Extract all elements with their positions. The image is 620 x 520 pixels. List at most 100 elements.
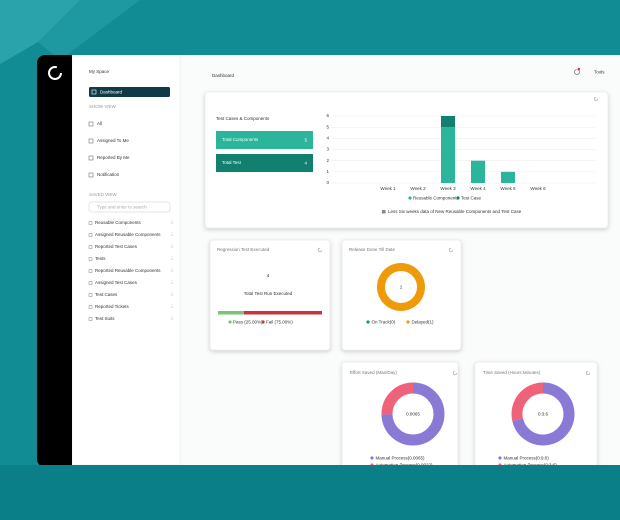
donut-slice bbox=[512, 382, 575, 446]
big-number: 4 bbox=[267, 273, 270, 278]
caption: Total Test Run Executed bbox=[244, 291, 293, 296]
bar bbox=[441, 127, 455, 183]
bottom-band bbox=[0, 465, 620, 520]
legend-label: Automation Process(0:3:6) bbox=[504, 462, 558, 467]
icon bbox=[88, 121, 94, 127]
logo bbox=[48, 66, 62, 80]
icon bbox=[88, 317, 93, 321]
icon bbox=[88, 138, 94, 144]
card-title: Time Saved (Hours:Minutes) bbox=[483, 370, 541, 375]
progress-segment bbox=[244, 311, 322, 315]
donut-slice bbox=[377, 263, 425, 311]
refresh-icon[interactable] bbox=[317, 247, 323, 253]
saved-view[interactable]: Reported Reusable Components bbox=[95, 268, 161, 273]
saved-view[interactable]: Tests bbox=[95, 256, 106, 261]
menu-dots: ⋮ bbox=[170, 316, 175, 321]
view-item[interactable]: Reported By Me bbox=[97, 155, 130, 160]
legend-swatch bbox=[370, 456, 374, 460]
legend-label: Reusable Component bbox=[413, 195, 457, 200]
app: My Space Dashboard SHOW VIEW SAVED VIEW … bbox=[72, 55, 620, 467]
donut-slice bbox=[381, 382, 414, 415]
active-view[interactable] bbox=[89, 87, 170, 97]
view-item[interactable]: Notification bbox=[97, 172, 120, 177]
donut-slice bbox=[381, 382, 445, 446]
legend-label: On Track(0) bbox=[372, 319, 396, 324]
menu-dots: ⋮ bbox=[170, 232, 175, 237]
card bbox=[474, 361, 598, 465]
icon bbox=[88, 233, 93, 237]
y-tick-label: 3 bbox=[326, 147, 329, 152]
bar bbox=[441, 116, 455, 128]
saved-view[interactable]: Reported Tickets bbox=[95, 304, 130, 309]
view-item[interactable]: Assigned To Me bbox=[97, 138, 129, 143]
page-title: Dashboard bbox=[212, 73, 235, 78]
icon bbox=[88, 269, 93, 273]
menu-dots: ⋮ bbox=[170, 304, 175, 309]
legend-label: Automation Process(0.0022) bbox=[376, 462, 434, 467]
x-tick-label: Week 4 bbox=[470, 186, 486, 191]
icon bbox=[88, 221, 93, 225]
donut-center: 1 bbox=[400, 285, 403, 290]
refresh-icon[interactable] bbox=[585, 370, 591, 376]
menu-dots: ⋮ bbox=[170, 268, 175, 273]
search-placeholder: Type and enter to search bbox=[97, 204, 147, 209]
menu-dots: ⋮ bbox=[170, 280, 175, 285]
saved-view[interactable]: Test Cases bbox=[95, 292, 118, 297]
legend-swatch bbox=[456, 196, 460, 200]
icon bbox=[88, 293, 93, 297]
card-title: Test Cases & Components bbox=[216, 116, 270, 121]
chart-note: Less Six weeks data of New Reusable Comp… bbox=[388, 209, 522, 214]
icon bbox=[88, 155, 94, 161]
y-tick-label: 4 bbox=[326, 136, 329, 141]
icon bbox=[88, 172, 94, 178]
card-title: Effort Saved (Man/Day) bbox=[350, 370, 397, 375]
saved-view[interactable]: Test Suits bbox=[95, 316, 115, 321]
tile bbox=[216, 131, 313, 149]
badge bbox=[577, 67, 581, 71]
donut-center: 0.0065 bbox=[406, 412, 420, 417]
refresh-icon[interactable] bbox=[452, 370, 458, 376]
search-box[interactable] bbox=[88, 201, 171, 213]
refresh-icon[interactable] bbox=[593, 96, 599, 102]
legend-swatch bbox=[261, 320, 265, 324]
tile-label: Total Components bbox=[222, 137, 259, 142]
y-tick-label: 6 bbox=[326, 113, 329, 118]
refresh-icon[interactable] bbox=[448, 247, 454, 253]
saved-view[interactable]: Assigned Reusable Components bbox=[95, 232, 161, 237]
icon bbox=[88, 281, 93, 285]
menu-dots: ⋮ bbox=[170, 220, 175, 225]
legend-swatch bbox=[498, 456, 502, 460]
y-tick-label: 2 bbox=[326, 158, 329, 163]
bell-icon[interactable] bbox=[574, 69, 580, 75]
legend-swatch bbox=[408, 196, 412, 200]
saved-view[interactable]: Reusable Components bbox=[95, 220, 142, 225]
tools[interactable]: Tools bbox=[594, 70, 605, 75]
legend-swatch bbox=[498, 463, 502, 465]
icon bbox=[88, 245, 93, 249]
card-title: Release Done Till Date bbox=[349, 247, 396, 252]
active-view-label: Dashboard bbox=[100, 89, 123, 94]
legend-swatch bbox=[406, 320, 410, 324]
x-tick-label: Week 6 bbox=[530, 186, 546, 191]
legend-label: Fail (75.00%) bbox=[266, 319, 293, 324]
legend-swatch bbox=[228, 320, 232, 324]
legend-label: Pass (25.00%) bbox=[233, 319, 263, 324]
donut-slice bbox=[511, 382, 544, 422]
x-tick-label: Week 5 bbox=[500, 186, 516, 191]
section-label: SHOW VIEW bbox=[89, 104, 117, 109]
legend-swatch bbox=[370, 463, 374, 465]
legend-label: Manual Process(0:9:0) bbox=[504, 455, 550, 460]
sidebar bbox=[72, 55, 181, 465]
tile bbox=[216, 154, 313, 172]
y-tick-label: 0 bbox=[326, 180, 329, 185]
icon bbox=[91, 89, 97, 95]
bg-shape bbox=[38, 0, 140, 60]
view-item[interactable]: All bbox=[97, 121, 102, 126]
tile-value: 4 bbox=[304, 161, 307, 166]
saved-view[interactable]: Assigned Test Cases bbox=[95, 280, 138, 285]
card bbox=[209, 239, 331, 351]
saved-view[interactable]: Reported Test Cases bbox=[95, 244, 138, 249]
card-title: Regression Test Executed bbox=[217, 247, 270, 252]
